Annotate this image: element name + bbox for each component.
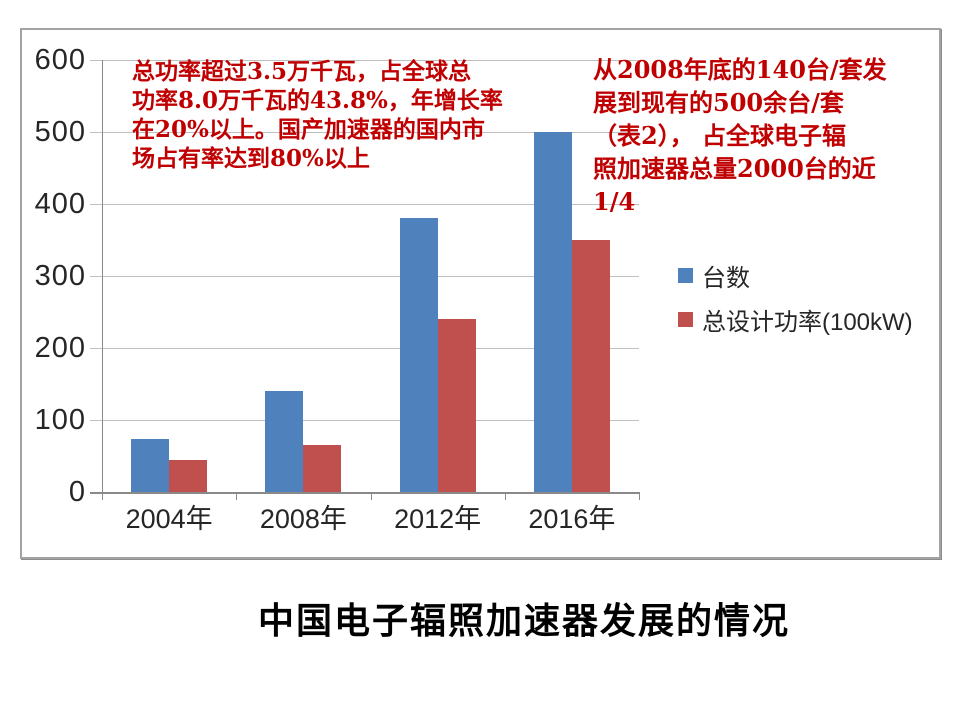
x-axis-tick-label: 2012年 <box>394 504 482 534</box>
y-axis-tick-label: 0 <box>68 476 86 508</box>
y-axis-tick-label: 600 <box>34 44 86 76</box>
annotation-line: 功率8.0万千瓦的43.8%，年增长率 <box>132 87 503 114</box>
annotation-line: 从2008年底的140台/套发 <box>593 55 887 84</box>
gridline-y-400 <box>90 204 639 205</box>
slide-title: 中国电子辐照加速器发展的情况 <box>257 600 790 642</box>
x-axis-line <box>90 492 639 494</box>
annotation-line: 场占有率达到80%以上 <box>132 145 370 172</box>
bar-总设计功率(100kW)-2016年 <box>571 240 610 492</box>
gridline-y-200 <box>90 348 639 349</box>
legend-item-台数: 台数 <box>678 258 750 293</box>
bar-总设计功率(100kW)-2012年 <box>437 319 476 492</box>
x-axis-tick <box>639 492 640 500</box>
annotation-line: 照加速器总量2000台的近 <box>593 154 876 183</box>
annotation-domestic-power: 总功率超过3.5万千瓦，占全球总 功率8.0万千瓦的43.8%，年增长率 在20… <box>132 57 503 173</box>
legend-label: 台数 <box>702 265 750 292</box>
x-axis-tick-label: 2008年 <box>259 504 347 534</box>
bar-总设计功率(100kW)-2004年 <box>169 459 208 492</box>
bar-台数-2012年 <box>399 218 438 492</box>
x-axis-tick <box>236 492 238 500</box>
annotation-line: 在20%以上。国产加速器的国内市 <box>132 116 485 143</box>
annotation-line: （表2）， 占全球电子辐 <box>593 121 847 150</box>
y-axis-tick-label: 200 <box>34 332 86 364</box>
bar-台数-2008年 <box>265 391 304 492</box>
gridline-y-300 <box>90 276 639 277</box>
bar-台数-2004年 <box>131 439 170 492</box>
x-axis-tick-label: 2004年 <box>125 504 213 534</box>
x-axis-tick-label: 2016年 <box>528 504 616 534</box>
legend-swatch-icon <box>678 312 693 327</box>
gridline-y-100 <box>90 420 639 421</box>
annotation-line: 1/4 <box>593 187 636 216</box>
y-axis-tick-label: 400 <box>34 188 86 220</box>
annotation-unit-growth: 从2008年底的140台/套发 展到现有的500余台/套 （表2）， 占全球电子… <box>593 53 887 218</box>
legend-label: 总设计功率(100kW) <box>702 309 913 336</box>
gridline-y-500 <box>90 132 639 133</box>
annotation-line: 展到现有的500余台/套 <box>593 88 844 117</box>
y-axis-tick-label: 500 <box>34 116 86 148</box>
y-axis-line <box>102 60 103 492</box>
chart-frame: 0 100 200 300 400 500 600 2004年 2008年 2012年 2016年 台… <box>20 28 941 559</box>
bar-台数-2016年 <box>533 132 572 492</box>
x-axis-tick <box>102 492 103 500</box>
y-axis-tick-label: 300 <box>34 260 86 292</box>
y-axis-tick-label: 100 <box>34 404 86 436</box>
gridline-y-600 <box>90 60 639 61</box>
x-axis-tick <box>370 492 372 500</box>
legend-item-总设计功率(100kW): 总设计功率(100kW) <box>678 302 913 337</box>
legend-swatch-icon <box>678 268 693 283</box>
x-axis-tick <box>504 492 506 500</box>
bar-总设计功率(100kW)-2008年 <box>303 445 342 492</box>
annotation-line: 总功率超过3.5万千瓦，占全球总 <box>132 58 472 85</box>
